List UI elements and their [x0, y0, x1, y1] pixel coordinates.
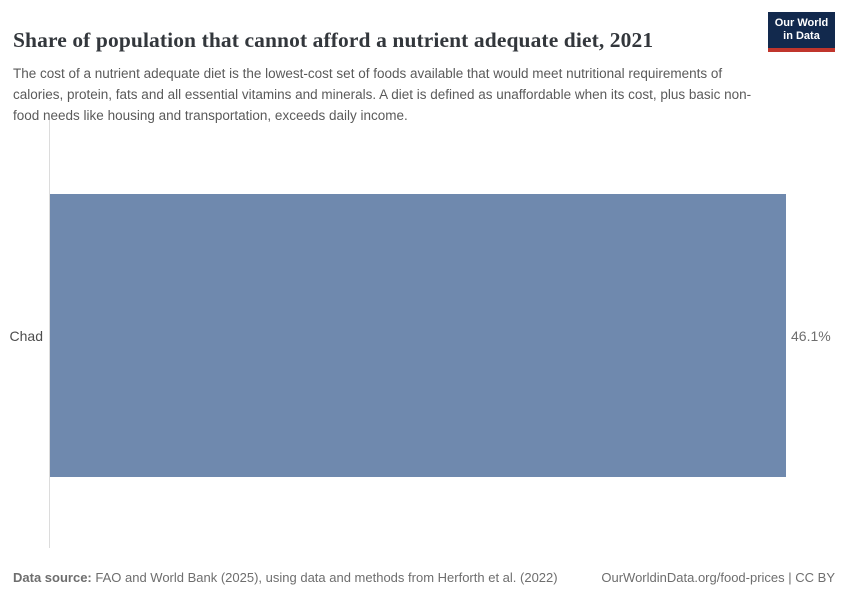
chart-title: Share of population that cannot afford a…: [13, 28, 654, 53]
plot-area: [50, 120, 786, 548]
y-axis-line: [49, 120, 50, 548]
owid-logo-line2: in Data: [783, 30, 820, 42]
owid-logo: Our World in Data: [768, 12, 835, 52]
owid-logo-line1: Our World: [774, 17, 829, 29]
data-source-text: FAO and World Bank (2025), using data an…: [91, 570, 558, 585]
chart-footer: Data source: FAO and World Bank (2025), …: [13, 570, 835, 585]
data-source-prefix: Data source:: [13, 570, 92, 585]
entity-label-chad: Chad: [9, 328, 43, 344]
data-source-note: Data source: FAO and World Bank (2025), …: [13, 570, 558, 585]
owid-url-license-link[interactable]: OurWorldinData.org/food-prices | CC BY: [601, 570, 835, 585]
chart-subtitle: The cost of a nutrient adequate diet is …: [13, 65, 752, 124]
bar-chad[interactable]: [50, 194, 786, 477]
bar-value-label: 46.1%: [791, 328, 831, 344]
